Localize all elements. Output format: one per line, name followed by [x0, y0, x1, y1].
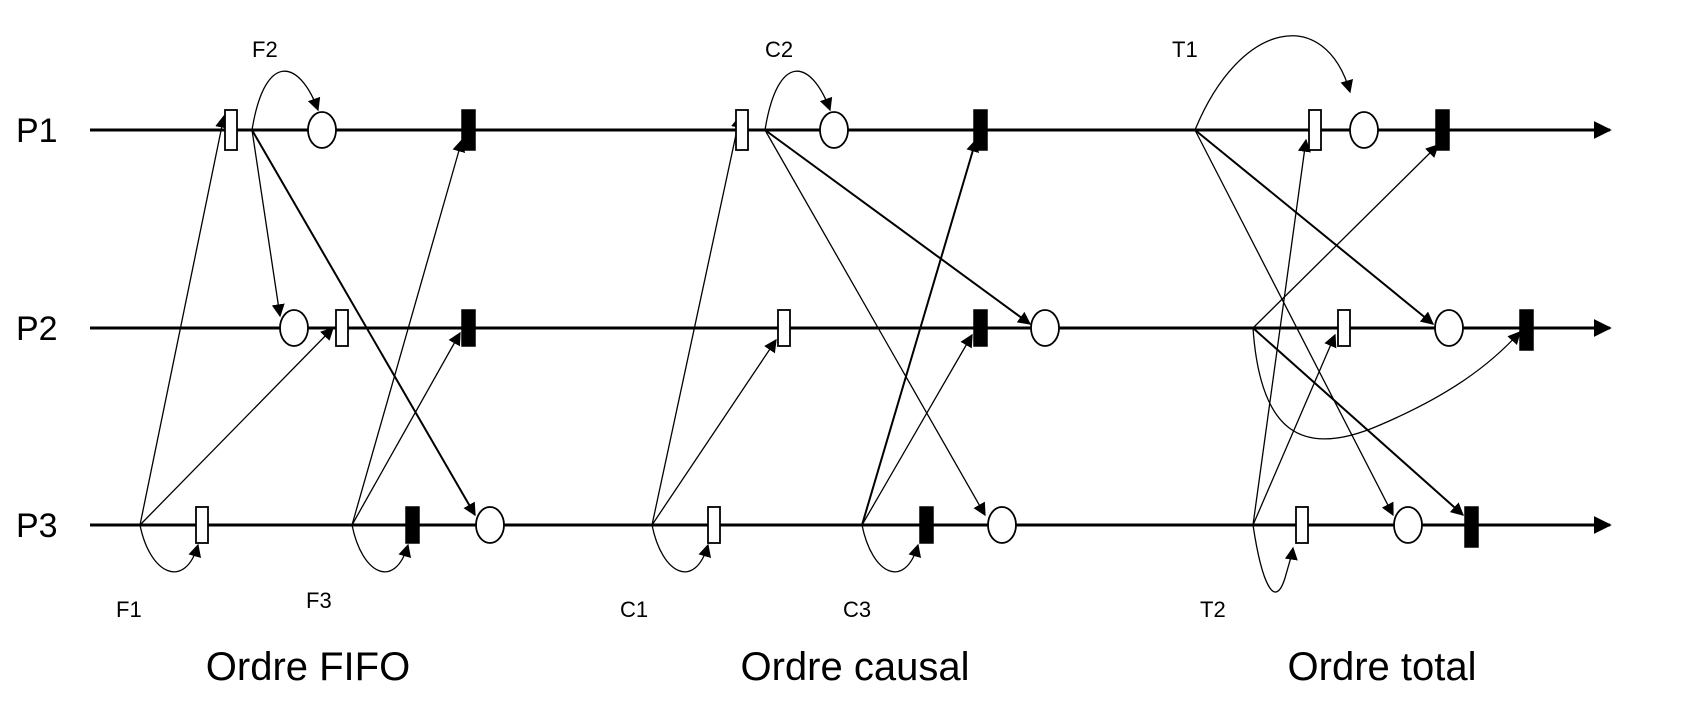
deliver-marker-p3-p2: [1464, 506, 1479, 548]
message-label-c2: C2: [765, 37, 793, 62]
deliver-marker-p1-f3: [461, 109, 476, 151]
deliver-marker-p3-f3: [405, 506, 420, 544]
msg-f2-to-p3: [251, 129, 476, 517]
receive-marker-p1-c1: [735, 109, 749, 151]
receive-marker-p2-f1: [335, 309, 349, 347]
msg-c2-to-p2: [764, 129, 1032, 325]
message-label-c3: C3: [843, 597, 871, 622]
held-marker-p2-c2: [1030, 309, 1060, 347]
held-marker-p1-f2: [307, 111, 337, 149]
msg-f1-to-p1: [139, 114, 229, 526]
section-caption-fifo: Ordre FIFO: [206, 645, 410, 689]
section-causal: C1 C2 C3 Ordre causal: [620, 37, 1060, 689]
self-loop-f2: [251, 70, 321, 131]
msg-f3-to-p1: [351, 138, 466, 526]
receive-marker-p1-t2: [1308, 109, 1322, 151]
message-label-t1: T1: [1172, 37, 1198, 62]
self-loop-f3: [351, 524, 411, 573]
deliver-marker-p2-f3: [461, 309, 476, 347]
deliver-marker-p2-c3: [973, 309, 988, 347]
message-label-f2: F2: [252, 37, 278, 62]
process-label-p2: P2: [16, 310, 58, 348]
msg-t2-to-p2: [1252, 333, 1337, 526]
message-label-t2: T2: [1200, 597, 1226, 622]
msg-c1-to-p2: [651, 338, 777, 526]
receive-marker-p2-t2: [1337, 309, 1351, 347]
self-loop-f1: [139, 524, 201, 573]
msg-t1-to-p3: [1194, 129, 1394, 517]
process-label-p3: P3: [16, 507, 58, 545]
self-loop-c3: [861, 524, 921, 573]
msg-c1-to-p1: [651, 114, 744, 526]
msg-f1-to-p2: [139, 327, 334, 526]
msg-f2-to-p2: [251, 129, 285, 318]
msg-c3-to-p1: [861, 138, 979, 526]
msg-c3-to-p2: [861, 333, 973, 526]
deliver-marker-p2-end: [1519, 309, 1534, 351]
msg-p2-to-p1: [1252, 144, 1439, 329]
held-marker-p1-c2: [819, 111, 849, 149]
msg-c2-to-p3: [764, 129, 986, 517]
held-marker-p2-f2: [279, 309, 309, 347]
held-marker-p1-t1: [1349, 111, 1379, 149]
held-marker-p3-f2: [475, 506, 505, 544]
receive-marker-p3-c1: [707, 506, 721, 544]
message-label-c1: C1: [620, 597, 648, 622]
section-caption-total: Ordre total: [1288, 645, 1477, 689]
held-marker-p3-c2: [987, 506, 1017, 544]
msg-f3-to-p2: [351, 331, 461, 526]
deliver-marker-p1-c3: [973, 109, 988, 151]
self-loop-t2: [1252, 524, 1298, 593]
msg-p2-self-curve: [1252, 327, 1521, 440]
msg-t2-to-p1: [1252, 138, 1311, 526]
self-loop-t1: [1194, 35, 1354, 131]
receive-marker-p2-c1: [777, 309, 791, 347]
receive-marker-p3-t2: [1295, 506, 1309, 544]
self-loop-c1: [651, 524, 711, 573]
held-marker-p3-t1: [1393, 506, 1423, 544]
section-fifo: F1 F2 F3 Ordre FIFO: [116, 37, 505, 689]
section-total: T1 T2 Ordre total: [1172, 35, 1534, 689]
receive-marker-p3-f1: [195, 506, 209, 544]
self-loop-c2: [764, 70, 833, 131]
message-label-f1: F1: [116, 597, 142, 622]
message-label-f3: F3: [306, 588, 332, 613]
process-label-p1: P1: [16, 112, 58, 150]
section-caption-causal: Ordre causal: [741, 645, 970, 689]
held-marker-p2-t1: [1434, 309, 1464, 347]
receive-marker-p1-f1: [224, 109, 238, 151]
msg-p2-to-p3: [1252, 327, 1464, 516]
msg-t1-to-p2: [1194, 129, 1435, 325]
deliver-marker-p3-c3: [919, 506, 934, 544]
deliver-marker-p1-p2: [1435, 109, 1450, 151]
